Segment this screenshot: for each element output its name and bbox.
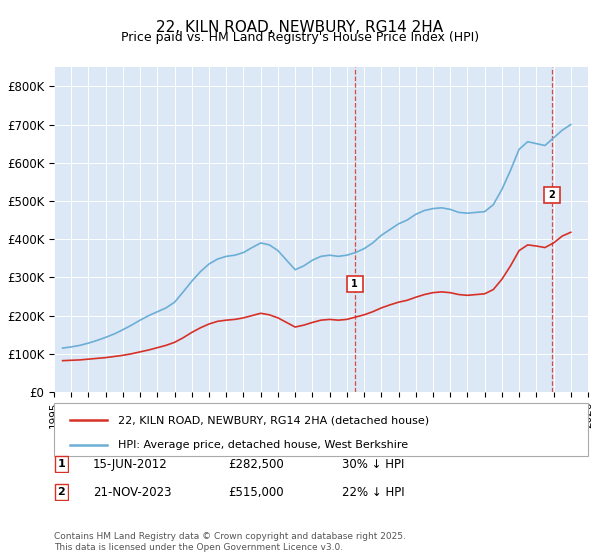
Text: 21-NOV-2023: 21-NOV-2023 [93, 486, 172, 499]
Text: HPI: Average price, detached house, West Berkshire: HPI: Average price, detached house, West… [118, 440, 408, 450]
Text: 1: 1 [352, 279, 358, 289]
Text: 2: 2 [548, 190, 555, 200]
FancyBboxPatch shape [54, 403, 588, 456]
Text: 22, KILN ROAD, NEWBURY, RG14 2HA (detached house): 22, KILN ROAD, NEWBURY, RG14 2HA (detach… [118, 415, 429, 425]
FancyBboxPatch shape [55, 484, 68, 500]
Text: 15-JUN-2012: 15-JUN-2012 [93, 458, 168, 471]
FancyBboxPatch shape [55, 456, 68, 472]
Text: Price paid vs. HM Land Registry's House Price Index (HPI): Price paid vs. HM Land Registry's House … [121, 31, 479, 44]
Text: Contains HM Land Registry data © Crown copyright and database right 2025.
This d: Contains HM Land Registry data © Crown c… [54, 532, 406, 552]
Text: 22, KILN ROAD, NEWBURY, RG14 2HA: 22, KILN ROAD, NEWBURY, RG14 2HA [157, 20, 443, 35]
Text: £515,000: £515,000 [228, 486, 284, 499]
Text: 22% ↓ HPI: 22% ↓ HPI [342, 486, 404, 499]
Text: £282,500: £282,500 [228, 458, 284, 471]
Text: 2: 2 [58, 487, 65, 497]
Text: 30% ↓ HPI: 30% ↓ HPI [342, 458, 404, 471]
Text: 1: 1 [58, 459, 65, 469]
